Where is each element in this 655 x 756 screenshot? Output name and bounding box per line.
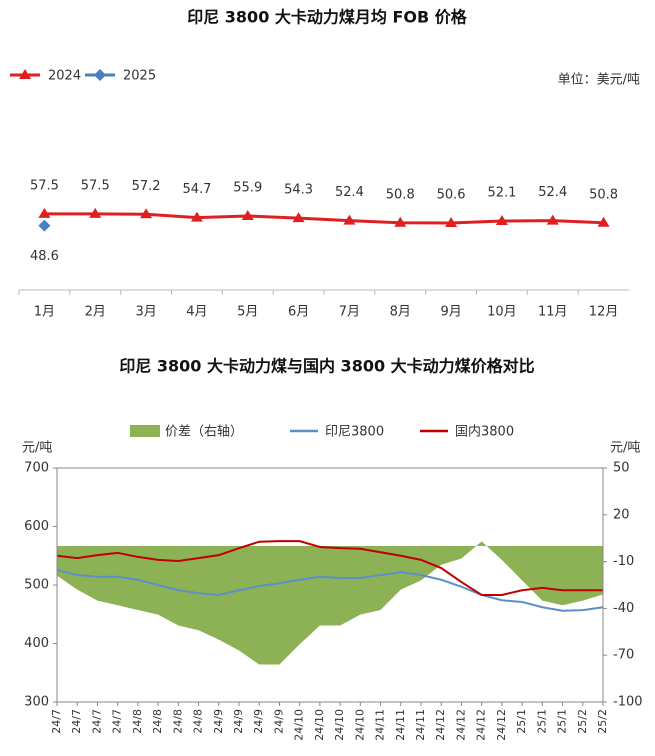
x-tick-label: 24/12 [434,709,447,741]
x-tick-label: 6月 [288,305,309,320]
x-tick-label: 24/9 [252,709,265,734]
y2-tick-label: -100 [613,695,643,710]
data-label: 54.7 [182,182,211,197]
x-tick-label: 3月 [135,305,156,320]
x-tick-label: 24/10 [293,709,306,741]
x-tick-label: 24/8 [192,709,205,734]
data-label: 50.8 [589,187,618,202]
point [394,216,407,227]
x-tick-label: 24/12 [495,709,508,741]
x-tick-label: 24/7 [111,709,124,734]
x-tick-label: 10月 [487,305,517,320]
y2-tick-label: -10 [613,554,634,569]
y-tick-label: 300 [24,695,49,710]
point [597,216,610,227]
point [241,209,254,220]
plot-frame [56,467,604,703]
point [546,214,559,225]
y2-tick-label: 50 [613,461,630,476]
x-tick-label: 12月 [589,305,619,320]
x-tick-label: 24/7 [90,709,103,734]
x-tick-label: 1月 [34,305,55,320]
x-tick-label: 24/10 [333,709,346,741]
point [94,69,106,81]
data-label: 57.5 [81,178,110,193]
data-label: 55.9 [233,180,262,195]
legend-label: 印尼3800 [325,425,384,440]
data-label: 50.6 [437,188,466,203]
x-tick-label: 24/10 [313,709,326,741]
y-axis-label: 元/吨 [22,441,52,456]
x-tick-label: 25/1 [515,709,528,734]
y-tick-label: 400 [24,636,49,651]
legend-swatch [130,425,160,437]
data-label: 52.1 [487,186,516,201]
point [140,208,153,219]
data-label: 50.8 [386,187,415,202]
y2-tick-label: -40 [613,601,634,616]
x-tick-label: 5月 [237,305,258,320]
x-tick-label: 24/9 [232,709,245,734]
x-tick-label: 24/11 [394,709,407,741]
data-label: 57.5 [30,178,59,193]
y-tick-label: 600 [24,519,49,534]
area [57,541,603,665]
line [56,540,603,596]
data-label: 57.2 [132,179,161,194]
x-tick-label: 24/9 [212,709,225,734]
x-tick-label: 25/2 [576,709,589,734]
point [89,207,102,218]
x-tick-label: 24/12 [454,709,467,741]
data-label: 52.4 [335,185,364,200]
x-tick-label: 24/12 [475,709,488,741]
y-tick-label: 700 [24,461,49,476]
x-tick-label: 24/8 [171,709,184,734]
x-tick-label: 25/1 [556,709,569,734]
point [495,215,508,226]
point [19,69,31,79]
x-tick-label: 11月 [538,305,568,320]
y2-tick-label: 20 [613,507,630,522]
point [38,219,51,232]
point [445,217,458,228]
chart-title: 印尼 3800 大卡动力煤与国内 3800 大卡动力煤价格对比 [119,357,534,376]
x-tick-label: 24/8 [151,709,164,734]
legend-label: 2025 [123,69,156,84]
legend-label: 2024 [48,69,81,84]
x-tick-label: 7月 [339,305,360,320]
y-tick-label: 500 [24,578,49,593]
x-tick-label: 24/8 [131,709,144,734]
chart-title: 印尼 3800 大卡动力煤月均 FOB 价格 [187,8,468,27]
y2-tick-label: -70 [613,648,634,663]
unit-label: 单位：美元/吨 [558,73,640,88]
point [38,207,51,218]
x-tick-label: 9月 [440,305,461,320]
line [44,212,604,225]
x-tick-label: 24/11 [374,709,387,741]
x-tick-label: 24/7 [50,709,63,734]
x-tick-label: 24/7 [70,709,83,734]
legend-label: 国内3800 [455,424,514,440]
x-tick-label: 2月 [85,305,106,320]
x-tick-label: 25/1 [535,709,548,734]
y2-axis-label: 元/吨 [610,441,640,456]
x-tick-label: 8月 [390,305,411,320]
x-tick-label: 24/10 [353,709,366,741]
x-tick-label: 25/2 [596,709,609,734]
x-tick-label: 24/9 [272,709,285,734]
legend-label: 价差（右轴） [165,425,243,440]
point [190,211,203,222]
data-label: 52.4 [538,185,567,200]
data-label: 48.6 [30,249,59,264]
data-label: 54.3 [284,183,313,198]
x-tick-label: 4月 [186,305,207,320]
line [56,568,604,612]
point [343,214,356,225]
point [292,212,305,223]
x-tick-label: 24/11 [414,709,427,741]
